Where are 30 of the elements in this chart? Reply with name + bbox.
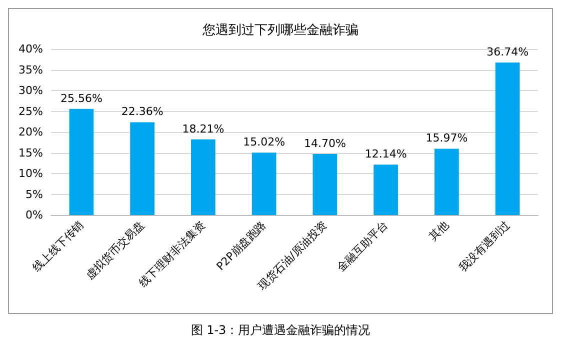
y-tick-label: 35% [18,63,43,76]
y-tick-label: 15% [18,146,43,160]
y-tick-label: 25% [18,104,43,118]
bar [69,108,94,215]
y-tick-label: 30% [18,84,43,97]
bar [252,152,276,215]
bar [191,139,216,215]
x-tick-label: 其他 [426,218,452,244]
y-tick-label: 40% [18,42,43,56]
data-label: 22.36% [121,105,164,118]
bar [495,62,520,215]
data-label: 14.70% [304,136,346,150]
caption: 图 1-3：用户遭遇金融诈骗的情况 [190,322,372,339]
y-tick-label: 10% [18,167,43,180]
y-tick-label: 20% [18,126,43,138]
y-tick-label: 5% [26,188,43,201]
data-label: 15.97% [426,132,468,145]
x-tick-label: 我没有遇到过 [456,218,512,274]
bar [130,122,154,215]
data-label: 18.21% [182,122,224,136]
data-label: 25.56% [60,92,102,105]
data-label: 15.02% [243,136,286,149]
data-label: 36.74% [486,46,529,59]
bar [312,154,338,215]
chart-title: 您遇到过下列哪些金融诈骗 [202,23,358,38]
x-tick-label: 金融互助平台 [334,218,390,274]
bar [434,148,459,215]
x-tick-label: P2P崩盘跑路 [214,218,269,274]
bar [374,164,398,215]
data-label: 12.14% [364,148,407,161]
